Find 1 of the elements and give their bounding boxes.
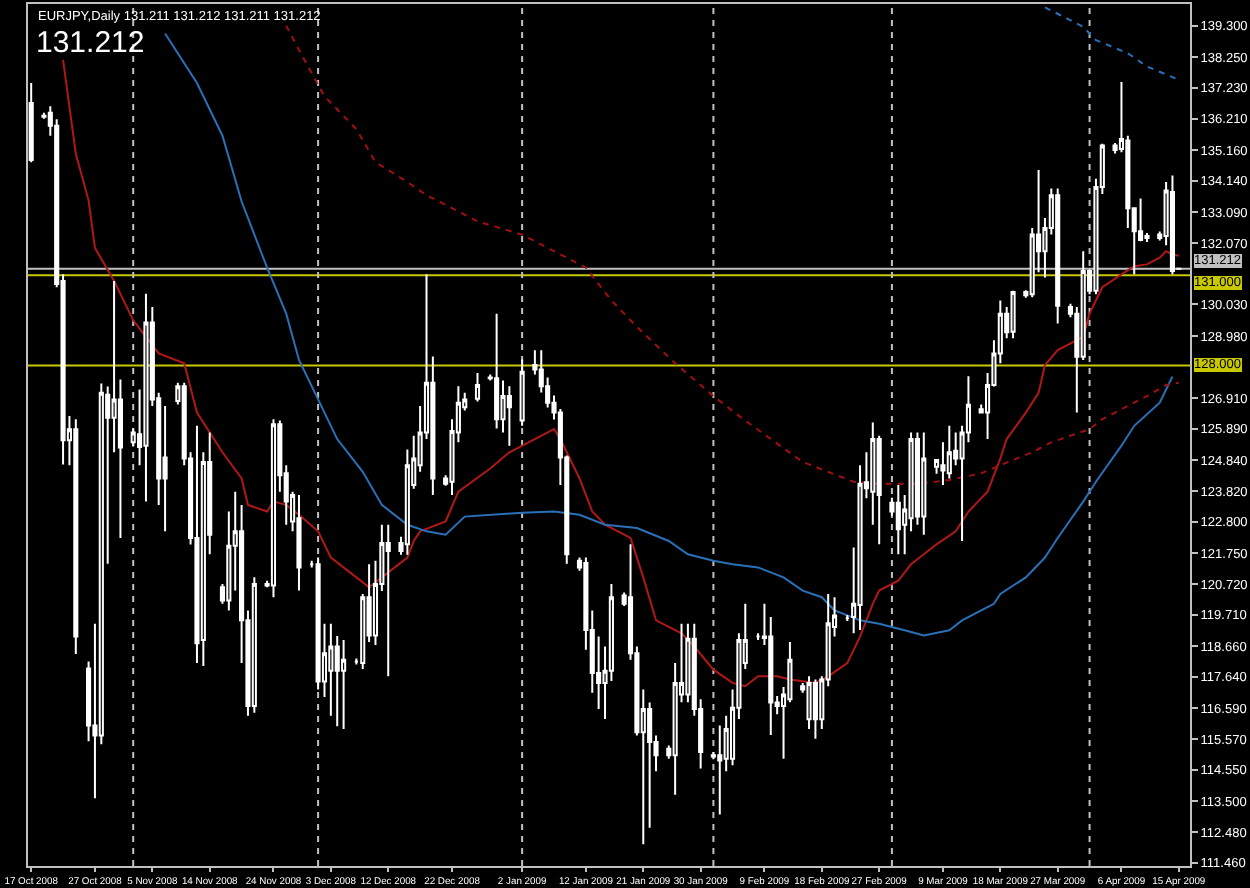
text: 131.212 — [36, 26, 145, 60]
